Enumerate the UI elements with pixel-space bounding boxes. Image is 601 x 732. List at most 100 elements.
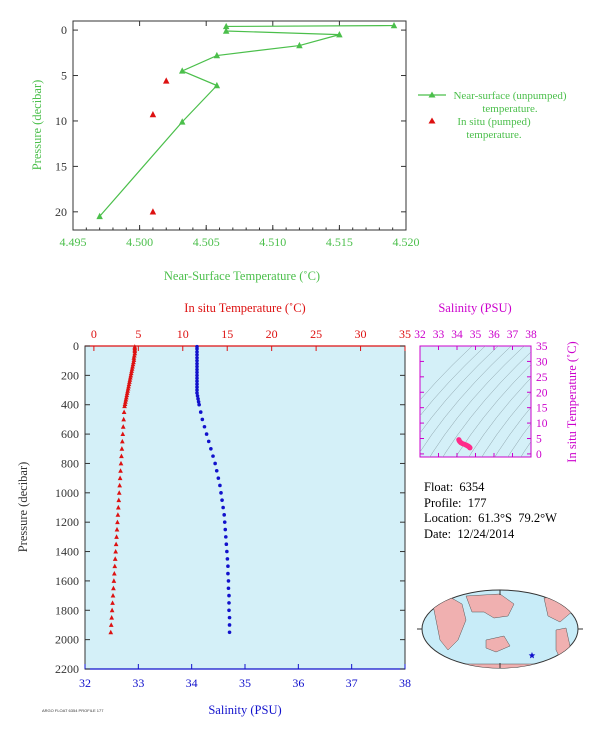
- temperature-point: [116, 490, 122, 495]
- ts-x-tick-label: 38: [525, 329, 537, 341]
- salinity-point: [195, 394, 200, 398]
- ts-ticks: 32 33 34 35 36 37 38 0 5 10 15 20 25 30 35: [414, 329, 548, 461]
- legend-pumped-marker: [428, 117, 436, 124]
- density-isopleth: [442, 351, 531, 457]
- y-tick-label: 400: [61, 398, 79, 412]
- temperature-point: [117, 475, 123, 481]
- unpumped-temperature-point: [222, 22, 230, 30]
- salinity-tick-label: 38: [399, 676, 411, 690]
- salinity-point: [195, 367, 199, 372]
- temperature-profile-marks: [108, 344, 138, 635]
- temperature-point: [116, 497, 122, 503]
- temperature-point: [131, 359, 136, 365]
- salinity-point: [198, 410, 203, 414]
- salinity-point: [220, 498, 224, 502]
- y-tick-label: 15: [55, 159, 67, 173]
- temperature-point: [113, 548, 119, 554]
- temperature-point: [126, 383, 131, 389]
- map-land-asia: [465, 593, 515, 619]
- temperature-tick-label: 35: [399, 327, 411, 341]
- ts-x-tick-label: 37: [507, 329, 519, 341]
- near-surface-plot-frame: [72, 20, 407, 231]
- temperature-point: [112, 563, 118, 569]
- salinity-point: [227, 630, 232, 635]
- ts-x-tick-label: 33: [433, 329, 445, 341]
- temperature-point: [119, 453, 124, 459]
- ts-y-tick-label: 20: [536, 387, 548, 399]
- temperature-point: [110, 600, 115, 605]
- salinity-point: [195, 347, 199, 351]
- salinity-point: [222, 520, 227, 524]
- salinity-point: [209, 446, 213, 451]
- salinity-point: [195, 382, 199, 386]
- temperature-point: [111, 585, 116, 591]
- salinity-point: [221, 505, 225, 510]
- temperature-point: [123, 394, 129, 400]
- y-tick-label: 5: [61, 69, 67, 83]
- y-tick-label: 1000: [55, 486, 79, 500]
- temperature-point: [115, 512, 121, 517]
- density-isopleth: [507, 423, 531, 457]
- salinity-point: [224, 535, 228, 539]
- salinity-point: [218, 483, 222, 488]
- salinity-point: [200, 417, 205, 422]
- profile-y-label: Pressure (decibar): [16, 462, 30, 553]
- near-surface-x-label: Near-Surface Temperature (˚C): [164, 269, 320, 283]
- ts-point: [467, 445, 473, 451]
- ts-x-label: Salinity (PSU): [438, 301, 511, 315]
- ts-y-label: In situ Temperature (˚C): [565, 341, 579, 462]
- density-isopleth: [494, 406, 531, 457]
- salinity-point: [195, 385, 199, 389]
- y-tick-label: 200: [61, 368, 79, 382]
- temperature-tick-label: 5: [135, 327, 141, 341]
- salinity-point: [195, 358, 199, 363]
- unpumped-temperature-point: [178, 118, 186, 125]
- x-tick-label: 4.495: [60, 235, 87, 249]
- temperature-point: [131, 352, 137, 358]
- ts-y-tick-label: 5: [536, 434, 542, 446]
- near-surface-ticks: 4.495 4.500 4.505 4.510 4.515 4.520 0 5 10 15 20: [55, 21, 420, 249]
- salinity-point: [195, 391, 199, 395]
- temperature-point: [124, 392, 130, 398]
- x-tick-label: 4.520: [393, 235, 420, 249]
- temperature-point: [118, 468, 123, 473]
- salinity-point: [196, 399, 201, 404]
- salinity-point: [195, 353, 199, 357]
- ts-x-tick-label: 34: [451, 329, 463, 341]
- unpumped-temperature-point: [213, 81, 221, 89]
- salinity-tick-label: 36: [292, 676, 304, 690]
- y-tick-label: 2000: [55, 633, 79, 647]
- ts-y-tick-label: 30: [536, 356, 548, 368]
- salinity-point: [195, 388, 199, 392]
- ts-y-tick-label: 10: [536, 418, 548, 430]
- unpumped-temperature-point: [296, 41, 303, 49]
- salinity-point: [227, 608, 231, 613]
- temperature-tick-label: 30: [355, 327, 367, 341]
- temperature-point: [111, 570, 117, 576]
- temperature-point: [115, 504, 121, 510]
- y-tick-label: 1200: [55, 515, 79, 529]
- temperature-point: [115, 519, 120, 525]
- unpumped-temperature-point: [96, 212, 103, 220]
- salinity-point: [223, 527, 228, 532]
- pumped-temperature-point: [149, 208, 157, 215]
- salinity-point: [196, 397, 200, 401]
- salinity-point: [204, 432, 209, 436]
- salinity-point: [195, 364, 199, 369]
- temperature-tick-label: 15: [221, 327, 233, 341]
- salinity-point: [195, 350, 199, 354]
- density-isopleth: [420, 346, 512, 453]
- salinity-tick-label: 35: [239, 676, 251, 690]
- salinity-point: [195, 370, 199, 375]
- temperature-point: [114, 534, 119, 539]
- float-location-marker: [528, 652, 536, 659]
- profile-date: Date: 12/24/2014: [424, 526, 515, 541]
- temperature-point: [126, 381, 132, 387]
- temperature-point: [131, 357, 137, 362]
- y-tick-label: 2200: [55, 662, 79, 676]
- temperature-point: [118, 460, 124, 466]
- temperature-point: [112, 556, 118, 561]
- x-tick-label: 4.515: [326, 235, 353, 249]
- temperature-tick-label: 10: [177, 327, 189, 341]
- salinity-point: [219, 491, 223, 495]
